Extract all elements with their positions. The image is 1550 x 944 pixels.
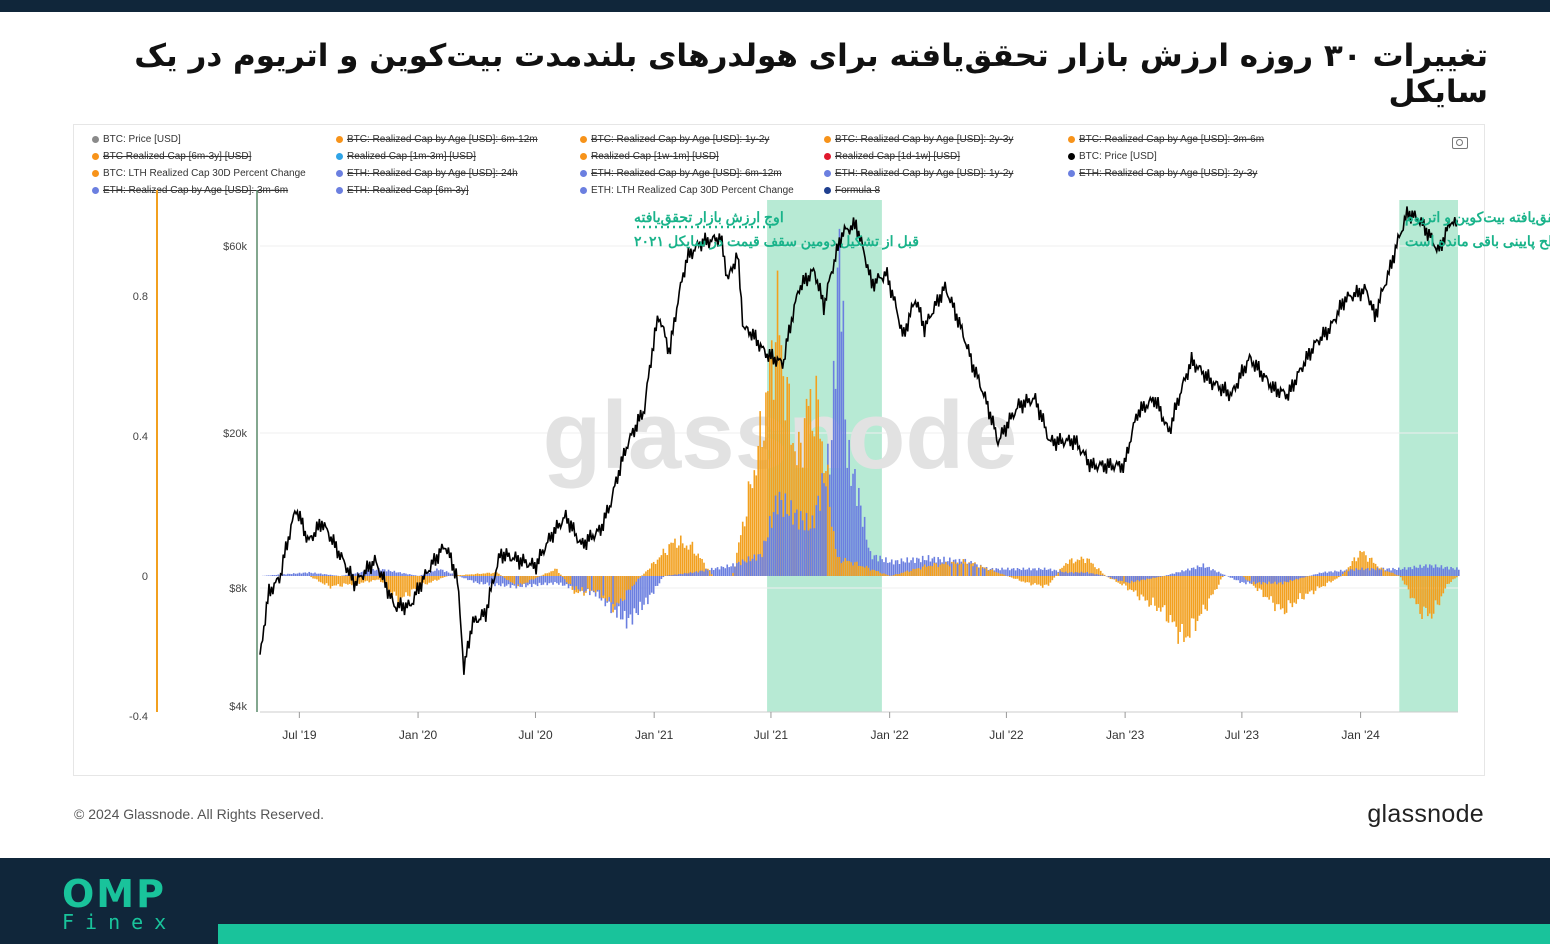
legend-label: BTC Realized Cap [6m-3y] [USD]	[103, 151, 252, 162]
legend-marker	[824, 153, 831, 160]
brand-logo: OMP	[62, 872, 166, 916]
footer-glassnode-logo: glassnode	[1367, 800, 1484, 828]
legend-marker	[92, 187, 99, 194]
legend-label: ETH: Realized Cap by Age [USD]: 6m-12m	[591, 168, 782, 179]
legend-item[interactable]: ETH: Realized Cap by Age [USD]: 6m-12m	[580, 168, 782, 179]
legend-marker	[1068, 153, 1075, 160]
legend-item[interactable]: Realized Cap [1m-3m] [USD]	[336, 151, 476, 162]
legend-marker	[1068, 136, 1075, 143]
legend-item[interactable]: BTC: Realized Cap by Age [USD]: 2y-3y	[824, 134, 1013, 145]
legend-marker	[92, 170, 99, 177]
legend-label: ETH: Realized Cap by Age [USD]: 1y-2y	[835, 168, 1014, 179]
legend-item[interactable]: Realized Cap [1d-1w] [USD]	[824, 151, 960, 162]
legend-marker	[580, 153, 587, 160]
legend-marker	[336, 153, 343, 160]
legend-item[interactable]: BTC: Price [USD]	[1068, 151, 1157, 162]
legend-marker	[92, 153, 99, 160]
footer-copyright: © 2024 Glassnode. All Rights Reserved.	[74, 806, 325, 822]
top-bar	[0, 0, 1550, 12]
legend-marker	[824, 187, 831, 194]
legend-marker	[824, 136, 831, 143]
brand-subtitle: Finex	[62, 910, 178, 934]
legend-label: ETH: LTH Realized Cap 30D Percent Change	[591, 185, 794, 196]
legend-marker	[824, 170, 831, 177]
legend-marker	[1068, 170, 1075, 177]
legend-label: ETH: Realized Cap by Age [USD]: 2y-3y	[1079, 168, 1258, 179]
legend-item[interactable]: BTC: Realized Cap by Age [USD]: 1y-2y	[580, 134, 769, 145]
legend-item[interactable]: Formula 8	[824, 185, 880, 196]
legend-label: BTC: Realized Cap by Age [USD]: 6m-12m	[347, 134, 538, 145]
legend-item[interactable]: BTC Realized Cap [6m-3y] [USD]	[92, 151, 251, 162]
legend-item[interactable]: BTC: LTH Realized Cap 30D Percent Change	[92, 168, 306, 179]
legend-label: Realized Cap [1w-1m] [USD]	[591, 151, 719, 162]
legend-item[interactable]: BTC: Price [USD]	[92, 134, 181, 145]
legend-item[interactable]: BTC: Realized Cap by Age [USD]: 3m-6m	[1068, 134, 1264, 145]
legend-item[interactable]: BTC: Realized Cap by Age [USD]: 6m-12m	[336, 134, 538, 145]
legend-label: Realized Cap [1m-3m] [USD]	[347, 151, 476, 162]
chart-panel: BTC: Price [USD] BTC: Realized Cap by Age…	[73, 124, 1485, 776]
bottom-accent-stripe	[218, 924, 1550, 944]
legend-item[interactable]: ETH: Realized Cap by Age [USD]: 2y-3y	[1068, 168, 1257, 179]
legend-item[interactable]: ETH: Realized Cap by Age [USD]: 1y-2y	[824, 168, 1013, 179]
legend-marker	[580, 170, 587, 177]
legend-marker	[580, 136, 587, 143]
legend-item[interactable]: ETH: LTH Realized Cap 30D Percent Change	[580, 185, 794, 196]
legend-marker	[336, 136, 343, 143]
legend-label: ETH: Realized Cap by Age [USD]: 3m-6m	[103, 185, 289, 196]
legend-label: BTC: Realized Cap by Age [USD]: 2y-3y	[835, 134, 1014, 145]
legend-item[interactable]: ETH: Realized Cap [6m-3y]	[336, 185, 469, 196]
legend-item[interactable]: ETH: Realized Cap by Age [USD]: 3m-6m	[92, 185, 288, 196]
camera-icon[interactable]	[1452, 137, 1468, 149]
legend-label: BTC: Realized Cap by Age [USD]: 1y-2y	[591, 134, 770, 145]
legend-label: BTC: Realized Cap by Age [USD]: 3m-6m	[1079, 134, 1265, 145]
legend-item[interactable]: Realized Cap [1w-1m] [USD]	[580, 151, 719, 162]
legend-label: ETH: Realized Cap [6m-3y]	[347, 185, 469, 196]
legend-marker	[580, 187, 587, 194]
legend-marker	[336, 187, 343, 194]
page-title: تغییرات ۳۰ روزه ارزش بازار تحقق‌یافته بر…	[134, 38, 1488, 110]
legend-label: ETH: Realized Cap by Age [USD]: 24h	[347, 168, 518, 179]
legend-label: Formula 8	[835, 185, 881, 196]
legend-label: BTC: LTH Realized Cap 30D Percent Change	[103, 168, 306, 179]
legend-label: BTC: Price [USD]	[1079, 151, 1157, 162]
legend-marker	[92, 136, 99, 143]
legend-label: BTC: Price [USD]	[103, 134, 181, 145]
legend-marker	[336, 170, 343, 177]
legend-label: Realized Cap [1d-1w] [USD]	[835, 151, 961, 162]
legend-item[interactable]: ETH: Realized Cap by Age [USD]: 24h	[336, 168, 518, 179]
